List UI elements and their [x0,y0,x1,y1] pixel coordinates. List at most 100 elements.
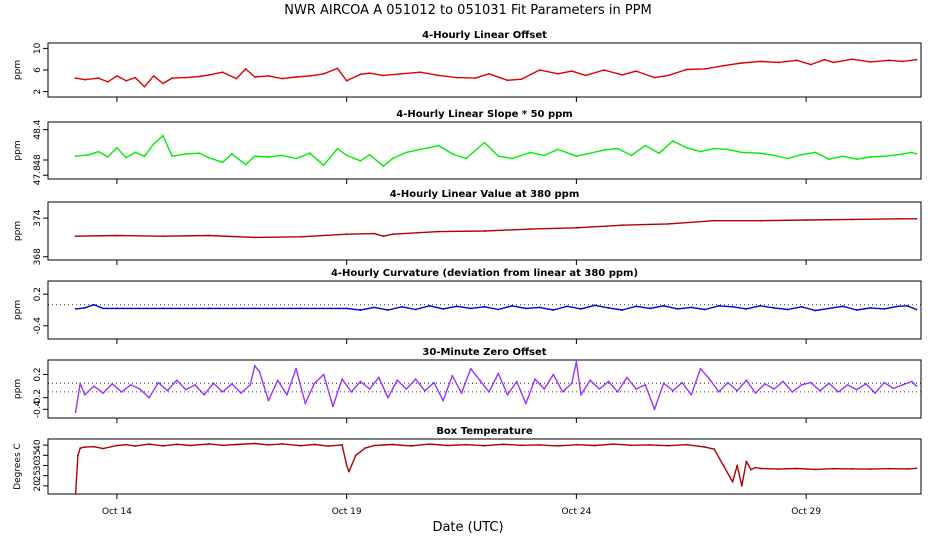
data-point [348,470,350,473]
data-point [451,153,454,155]
data-point [313,382,316,385]
panel-frame [47,201,922,261]
data-point [745,379,748,382]
data-point [148,396,151,399]
series-line-slope [75,134,917,167]
data-point [74,155,77,158]
panel-linear-value: 4-Hourly Linear Value at 380 ppm ppm 368 37… [13,189,922,265]
data-point [543,388,546,390]
y-tick-label: 30 [33,459,43,471]
data-point [644,384,647,386]
data-point [773,154,775,157]
data-point [387,396,389,399]
data-point [672,389,674,392]
data-point [309,152,311,155]
data-point [258,370,261,373]
data-point [93,303,95,306]
data-point [373,232,376,235]
data-point [759,304,762,307]
data-point [79,382,82,385]
data-point [83,393,86,396]
data-point [869,156,872,158]
data-point [414,378,417,380]
data-point [125,79,127,82]
data-point [120,391,123,393]
data-point [575,155,578,158]
y-tick-label: 25 [33,470,43,481]
data-point [759,467,762,470]
y-axis-label: ppm [13,221,23,241]
data-point [635,388,637,390]
data-point [253,364,256,367]
data-point [759,219,762,222]
data-point [511,304,513,307]
data-point [823,58,826,61]
data-point [616,391,619,393]
data-point [451,374,454,377]
data-point [332,405,334,408]
data-point [299,235,302,238]
data-point [897,153,899,156]
data-point [630,154,633,157]
data-point [497,372,500,375]
series-line-zero [74,361,917,413]
data-point [901,60,904,63]
data-point [382,235,385,238]
data-point [658,152,660,155]
data-point [414,308,417,311]
data-point [874,392,876,394]
data-point [699,150,702,153]
data-point [116,307,118,310]
data-point [662,304,665,307]
data-point [570,382,573,385]
data-point [809,63,812,66]
data-point [437,144,440,147]
data-point [488,72,490,75]
data-point [777,468,780,470]
data-point [93,445,95,448]
data-point [515,380,518,383]
data-point [382,74,385,77]
data-point [116,75,118,77]
data-point [77,454,79,457]
data-point [607,380,610,383]
series-line-value [75,218,917,239]
data-point [244,163,247,166]
data-point [207,443,210,445]
data-point [846,384,849,386]
data-point [483,230,486,232]
data-point [286,393,288,396]
data-point [405,151,408,154]
series-line-offset [75,58,917,88]
data-point [589,379,592,382]
data-point [221,444,224,447]
data-point [465,157,467,160]
panel-frame [47,121,922,180]
data-point [570,70,573,72]
data-point [299,444,302,447]
data-point [460,392,463,394]
data-point [83,307,86,309]
y-tick-label: 40 [33,439,43,451]
panel-zero-offset: 30-Minute Zero Offset ppm -0.4-0.2 0.2 [13,347,922,423]
data-point [456,76,458,79]
data-point [162,235,164,238]
data-point [240,392,242,394]
data-point [281,77,284,80]
x-tick-label: Oct 29 [791,507,821,517]
data-point [828,158,830,161]
data-point [83,446,86,448]
data-point [502,443,504,446]
data-point [754,466,757,469]
data-point [474,77,477,79]
data-point [253,155,256,158]
data-point [593,304,596,307]
data-point [704,68,706,70]
data-point [676,308,679,310]
data-point [221,71,224,74]
data-point [887,467,890,470]
y-tick-label: 368 [33,248,43,265]
data-point [102,307,104,310]
data-point [529,228,532,231]
data-point [162,82,164,85]
